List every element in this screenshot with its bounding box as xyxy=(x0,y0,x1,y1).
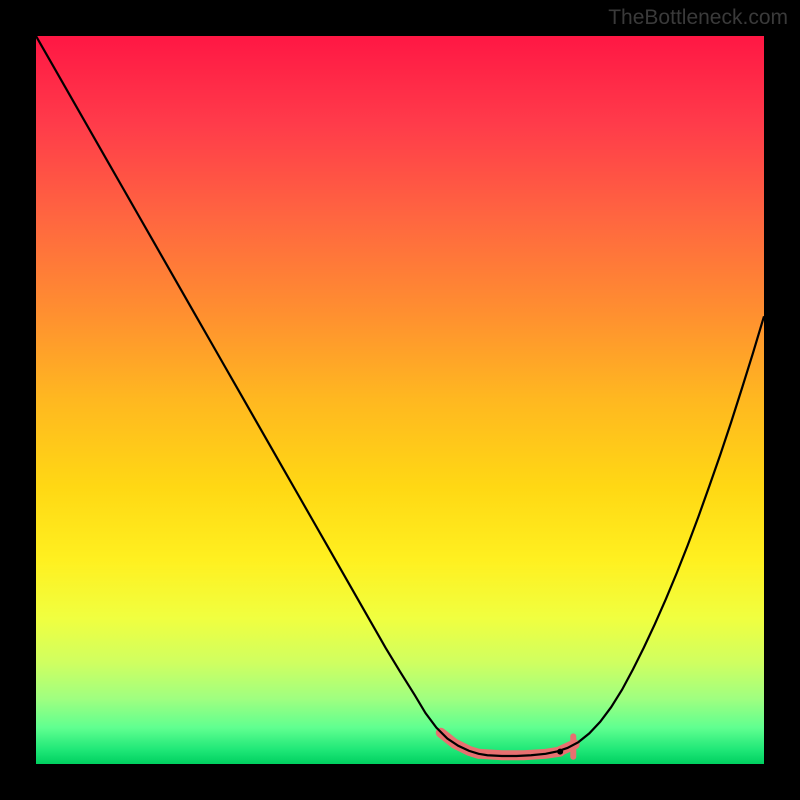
bottleneck-curve xyxy=(36,36,764,756)
watermark-text: TheBottleneck.com xyxy=(608,6,788,30)
marker-dot xyxy=(557,749,563,755)
plot-area xyxy=(36,36,764,764)
chart-svg xyxy=(36,36,764,764)
